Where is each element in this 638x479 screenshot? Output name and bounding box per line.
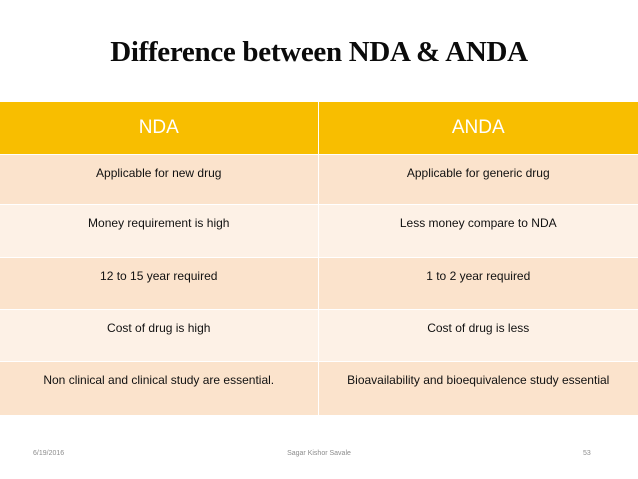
footer-date: 6/19/2016 (33, 450, 65, 457)
column-header-nda: NDA (0, 102, 318, 155)
table-cell-nda: Money requirement is high (0, 204, 318, 258)
table-cell-anda: Applicable for generic drug (317, 154, 638, 205)
table-row: Money requirement is high Less money com… (0, 204, 638, 258)
table-cell-anda: 1 to 2 year required (317, 257, 638, 310)
table-row: Applicable for new drug Applicable for g… (0, 154, 638, 205)
table-cell-nda: 12 to 15 year required (0, 257, 318, 310)
table-cell-nda: Non clinical and clinical study are esse… (0, 361, 318, 415)
table-cell-nda: Cost of drug is high (0, 309, 318, 362)
table-row: Cost of drug is high Cost of drug is les… (0, 309, 638, 362)
slide-title: Difference between NDA & ANDA (110, 36, 528, 68)
table-cell-nda: Applicable for new drug (0, 154, 318, 205)
table-cell-anda: Less money compare to NDA (317, 204, 638, 258)
table-cell-anda: Bioavailability and bioequivalence study… (317, 361, 638, 415)
table-cell-anda: Cost of drug is less (317, 309, 638, 362)
footer-page-number: 53 (583, 450, 591, 457)
footer-author: Sagar Kishor Savale (287, 450, 351, 457)
comparison-table: NDA ANDA Applicable for new drug Applica… (0, 102, 638, 415)
table-row: Non clinical and clinical study are esse… (0, 361, 638, 415)
table-row: 12 to 15 year required 1 to 2 year requi… (0, 257, 638, 310)
column-header-anda: ANDA (317, 102, 638, 155)
table-header-row: NDA ANDA (0, 102, 638, 155)
